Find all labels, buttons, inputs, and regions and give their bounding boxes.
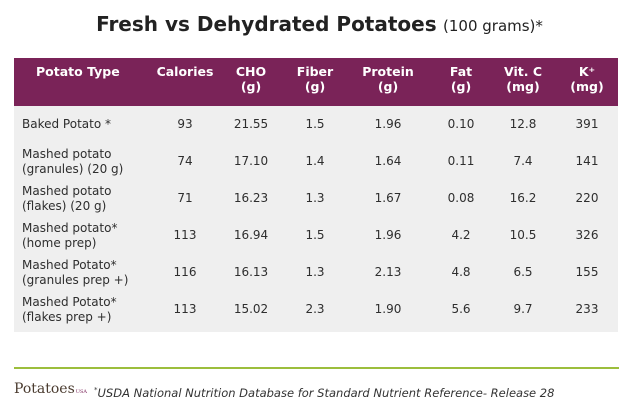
- cell-fiber: 1.4: [305, 154, 325, 168]
- cell-calories: 116: [173, 265, 197, 279]
- table-row: Baked Potato * 93 21.55 1.5 1.96 0.10 12.8 391: [14, 106, 618, 143]
- header-potassium: K⁺ (mg): [556, 58, 618, 106]
- header-potato-type: Potato Type: [14, 58, 154, 106]
- cell-potato-type: Mashed potato (granules) (20 g): [22, 146, 124, 176]
- divider-line: [14, 367, 619, 369]
- cell-vitc: 12.8: [509, 117, 537, 131]
- cell-protein: 1.96: [374, 228, 402, 242]
- cell-fat: 4.2: [451, 228, 471, 242]
- cell-k: 141: [575, 154, 599, 168]
- table-row: Mashed potato (flakes) (20 g) 71 16.23 1.3 1.…: [14, 180, 618, 217]
- cell-calories: 74: [177, 154, 193, 168]
- table-row: Mashed Potato* (flakes prep +) 113 15.02 2.3…: [14, 291, 618, 328]
- cell-protein: 1.64: [374, 154, 402, 168]
- cell-protein: 1.96: [374, 117, 402, 131]
- cell-calories: 113: [173, 228, 197, 242]
- cell-calories: 71: [177, 191, 193, 205]
- cell-vitc: 16.2: [509, 191, 537, 205]
- cell-cho: 16.13: [233, 265, 269, 279]
- cell-vitc: 9.7: [513, 302, 533, 316]
- title-sub: (100 grams)*: [443, 17, 543, 35]
- cell-fiber: 1.5: [305, 228, 325, 242]
- cell-vitc: 10.5: [509, 228, 537, 242]
- table-body: Baked Potato * 93 21.55 1.5 1.96 0.10 12.8 391 M…: [14, 106, 618, 328]
- cell-k: 220: [575, 191, 599, 205]
- cell-potato-type: Mashed potato* (home prep): [22, 220, 118, 250]
- table-row: Mashed potato* (home prep) 113 16.94 1.5 1.96…: [14, 217, 618, 254]
- table-row: Mashed potato (granules) (20 g) 74 17.10 1.4…: [14, 143, 618, 180]
- nutrition-table: Potato Type Calories CHO (g) Fiber (g) Pro…: [14, 58, 618, 328]
- cell-protein: 1.67: [374, 191, 402, 205]
- cell-vitc: 6.5: [513, 265, 533, 279]
- cell-cho: 21.55: [233, 117, 269, 131]
- cell-potato-type: Mashed potato (flakes) (20 g): [22, 183, 112, 213]
- potatoes-usa-logo: PotatoesUSA: [14, 381, 87, 397]
- cell-fiber: 2.3: [305, 302, 325, 316]
- footnote-text: USDA National Nutrition Database for Sta…: [97, 386, 555, 400]
- cell-calories: 93: [177, 117, 193, 131]
- header-protein: Protein (g): [344, 58, 432, 106]
- cell-potato-type: Baked Potato *: [22, 117, 111, 131]
- header-fiber: Fiber (g): [286, 58, 344, 106]
- cell-potato-type: Mashed Potato* (granules prep +): [22, 257, 129, 287]
- cell-fiber: 1.3: [305, 191, 325, 205]
- cell-fiber: 1.3: [305, 265, 325, 279]
- logo-sub-text: USA: [75, 389, 88, 395]
- logo-text: Potatoes: [14, 381, 75, 397]
- cell-fiber: 1.5: [305, 117, 325, 131]
- cell-protein: 1.90: [374, 302, 402, 316]
- nutrition-table-container: Potato Type Calories CHO (g) Fiber (g) Pro…: [14, 58, 618, 332]
- footnote: *USDA National Nutrition Database for St…: [94, 386, 554, 400]
- page-title: Fresh vs Dehydrated Potatoes (100 grams)…: [0, 12, 639, 38]
- table-row: Mashed Potato* (granules prep +) 116 16.13 1…: [14, 254, 618, 291]
- cell-k: 391: [575, 117, 599, 131]
- cell-k: 233: [575, 302, 599, 316]
- cell-fat: 4.8: [451, 265, 471, 279]
- cell-k: 155: [575, 265, 599, 279]
- header-vitamin-c: Vit. C (mg): [490, 58, 556, 106]
- header-fat: Fat (g): [432, 58, 490, 106]
- footnote-mark: *: [94, 386, 98, 395]
- cell-cho: 17.10: [233, 154, 269, 168]
- header-cho: CHO (g): [216, 58, 286, 106]
- cell-fat: 0.11: [447, 154, 475, 168]
- cell-potato-type: Mashed Potato* (flakes prep +): [22, 294, 117, 324]
- table-header-row: Potato Type Calories CHO (g) Fiber (g) Pro…: [14, 58, 618, 106]
- cell-cho: 16.23: [233, 191, 269, 205]
- cell-vitc: 7.4: [513, 154, 533, 168]
- cell-cho: 16.94: [233, 228, 269, 242]
- cell-calories: 113: [173, 302, 197, 316]
- cell-fat: 0.10: [447, 117, 475, 131]
- header-calories: Calories: [154, 58, 216, 106]
- cell-cho: 15.02: [233, 302, 269, 316]
- cell-k: 326: [575, 228, 599, 242]
- cell-fat: 0.08: [447, 191, 475, 205]
- cell-fat: 5.6: [451, 302, 471, 316]
- title-main: Fresh vs Dehydrated Potatoes: [96, 12, 437, 36]
- cell-protein: 2.13: [374, 265, 402, 279]
